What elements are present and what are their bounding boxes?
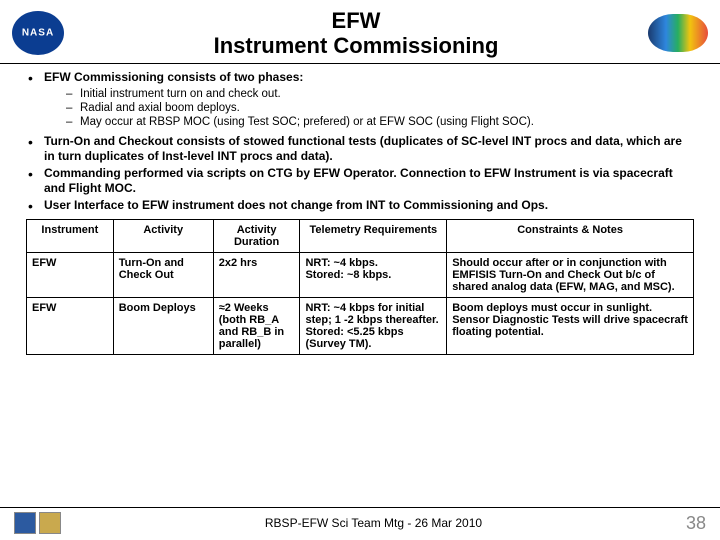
table-header-cell: Constraints & Notes bbox=[447, 219, 694, 252]
slide-content: EFW Commissioning consists of two phases… bbox=[0, 64, 720, 359]
slide-header: EFW Instrument Commissioning bbox=[0, 0, 720, 64]
table-cell: Boom deploys must occur in sunlight.Sens… bbox=[447, 297, 694, 354]
sub-bullet-item: Initial instrument turn on and check out… bbox=[66, 87, 694, 101]
commissioning-table: InstrumentActivityActivity DurationTelem… bbox=[26, 219, 694, 355]
table-cell: 2x2 hrs bbox=[213, 252, 300, 297]
table-cell: EFW bbox=[27, 297, 114, 354]
sub-bullet-list: Initial instrument turn on and check out… bbox=[66, 87, 694, 130]
bullet-list: EFW Commissioning consists of two phases… bbox=[26, 70, 694, 213]
bullet-item: Commanding performed via scripts on CTG … bbox=[26, 166, 694, 196]
sub-bullet-item: May occur at RBSP MOC (using Test SOC; p… bbox=[66, 115, 694, 129]
table-cell: NRT: ~4 kbps.Stored: ~8 kbps. bbox=[300, 252, 447, 297]
bullet-text: Turn-On and Checkout consists of stowed … bbox=[44, 134, 682, 163]
bullet-item: Turn-On and Checkout consists of stowed … bbox=[26, 134, 694, 164]
table-header-cell: Activity bbox=[113, 219, 213, 252]
table-cell: ≈2 Weeks (both RB_A and RB_B in parallel… bbox=[213, 297, 300, 354]
bullet-item: EFW Commissioning consists of two phases… bbox=[26, 70, 694, 130]
table-header-cell: Activity Duration bbox=[213, 219, 300, 252]
table-cell: NRT: ~4 kbps for initial step; 1 -2 kbps… bbox=[300, 297, 447, 354]
table-cell: Turn-On and Check Out bbox=[113, 252, 213, 297]
title-line-1: EFW bbox=[64, 8, 648, 33]
table-header-cell: Telemetry Requirements bbox=[300, 219, 447, 252]
table-cell: Boom Deploys bbox=[113, 297, 213, 354]
table-header-row: InstrumentActivityActivity DurationTelem… bbox=[27, 219, 694, 252]
table-body: EFWTurn-On and Check Out2x2 hrsNRT: ~4 k… bbox=[27, 252, 694, 354]
footer-logos bbox=[14, 512, 61, 534]
footer-logo-2-icon bbox=[39, 512, 61, 534]
table-row: EFWBoom Deploys≈2 Weeks (both RB_A and R… bbox=[27, 297, 694, 354]
page-number: 38 bbox=[686, 513, 706, 534]
title-line-2: Instrument Commissioning bbox=[64, 33, 648, 58]
slide-footer: RBSP-EFW Sci Team Mtg - 26 Mar 2010 38 bbox=[0, 507, 720, 534]
table-row: EFWTurn-On and Check Out2x2 hrsNRT: ~4 k… bbox=[27, 252, 694, 297]
mission-logo-icon bbox=[648, 14, 708, 52]
nasa-logo-icon bbox=[12, 11, 64, 55]
sub-bullet-item: Radial and axial boom deploys. bbox=[66, 101, 694, 115]
table-cell: EFW bbox=[27, 252, 114, 297]
table-header-cell: Instrument bbox=[27, 219, 114, 252]
bullet-text: Commanding performed via scripts on CTG … bbox=[44, 166, 673, 195]
bullet-text: EFW Commissioning consists of two phases… bbox=[44, 70, 303, 84]
footer-text: RBSP-EFW Sci Team Mtg - 26 Mar 2010 bbox=[61, 516, 686, 530]
bullet-item: User Interface to EFW instrument does no… bbox=[26, 198, 694, 213]
title-block: EFW Instrument Commissioning bbox=[64, 8, 648, 59]
table-cell: Should occur after or in conjunction wit… bbox=[447, 252, 694, 297]
bullet-text: User Interface to EFW instrument does no… bbox=[44, 198, 548, 212]
footer-logo-1-icon bbox=[14, 512, 36, 534]
